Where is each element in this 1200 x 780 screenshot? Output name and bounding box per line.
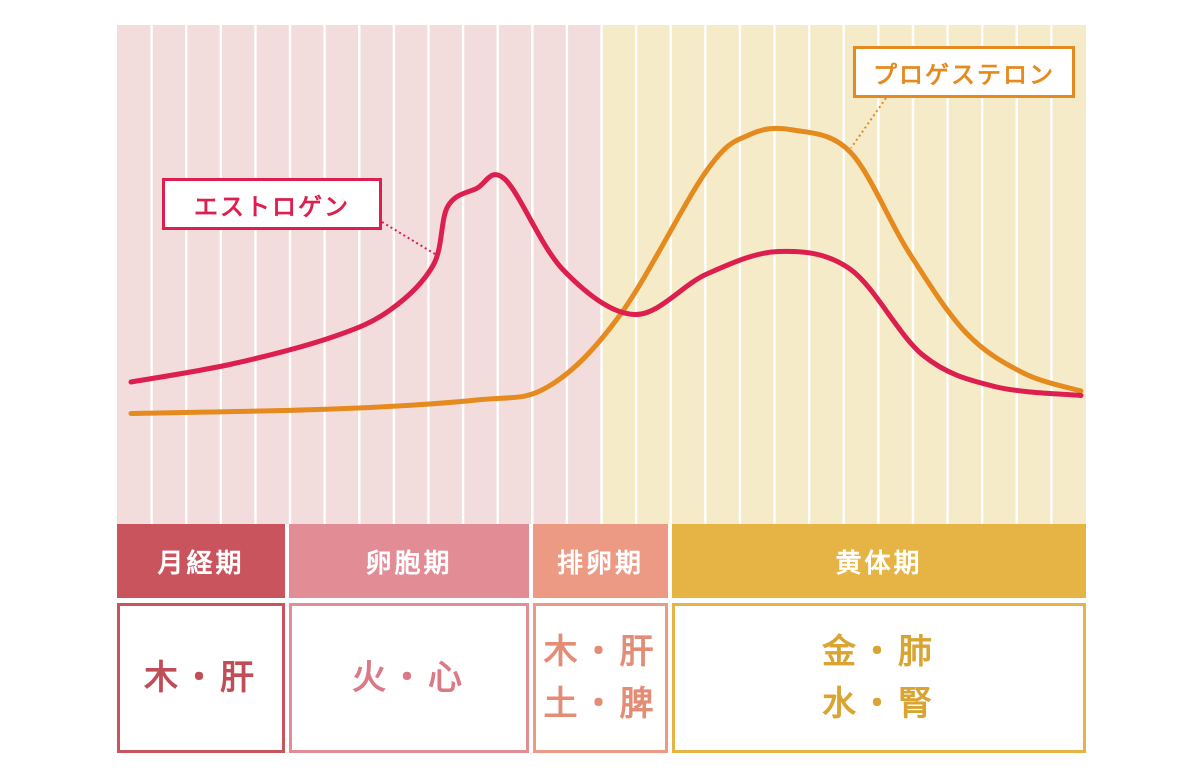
- organ-text: 水・腎: [822, 684, 936, 724]
- phase-header-luteal: 黄体期: [672, 524, 1086, 598]
- day-grid-lines: [150, 25, 1053, 524]
- estrogen-connector: [381, 221, 436, 255]
- phase-label: 排卵期: [556, 548, 644, 579]
- phase-header-follicular: 卵胞期: [289, 524, 529, 598]
- phase-header-ovulation: 排卵期: [533, 524, 668, 598]
- organ-box-luteal: 金・肺 水・腎: [672, 603, 1086, 753]
- organ-text: 木・肝: [144, 658, 258, 698]
- phase-label: 卵胞期: [365, 548, 453, 579]
- organ-text: 土・脾: [543, 684, 658, 724]
- progesterone-line: [128, 125, 1084, 416]
- organ-text: 火・心: [352, 658, 466, 698]
- organ-box-follicular: 火・心: [289, 603, 529, 753]
- organ-box-menstrual: 木・肝: [117, 603, 285, 753]
- estrogen-label-text: エストロゲン: [194, 192, 350, 221]
- progesterone-connector: [850, 97, 887, 149]
- estrogen-label: エストロゲン: [162, 178, 382, 230]
- organ-text: 木・肝: [543, 632, 658, 672]
- progesterone-label-text: プロゲステロン: [873, 60, 1055, 89]
- estrogen-line: [128, 172, 1084, 398]
- hormone-curves: [128, 125, 1084, 416]
- organ-box-ovulation: 木・肝 土・脾: [533, 603, 668, 753]
- phase-label: 黄体期: [835, 548, 923, 579]
- hormone-chart: [117, 25, 1086, 524]
- label-connectors: [381, 97, 887, 255]
- organ-text: 金・肺: [822, 632, 936, 672]
- progesterone-label: プロゲステロン: [853, 46, 1075, 98]
- phase-header-menstrual: 月経期: [117, 524, 285, 598]
- phase-label: 月経期: [157, 548, 245, 579]
